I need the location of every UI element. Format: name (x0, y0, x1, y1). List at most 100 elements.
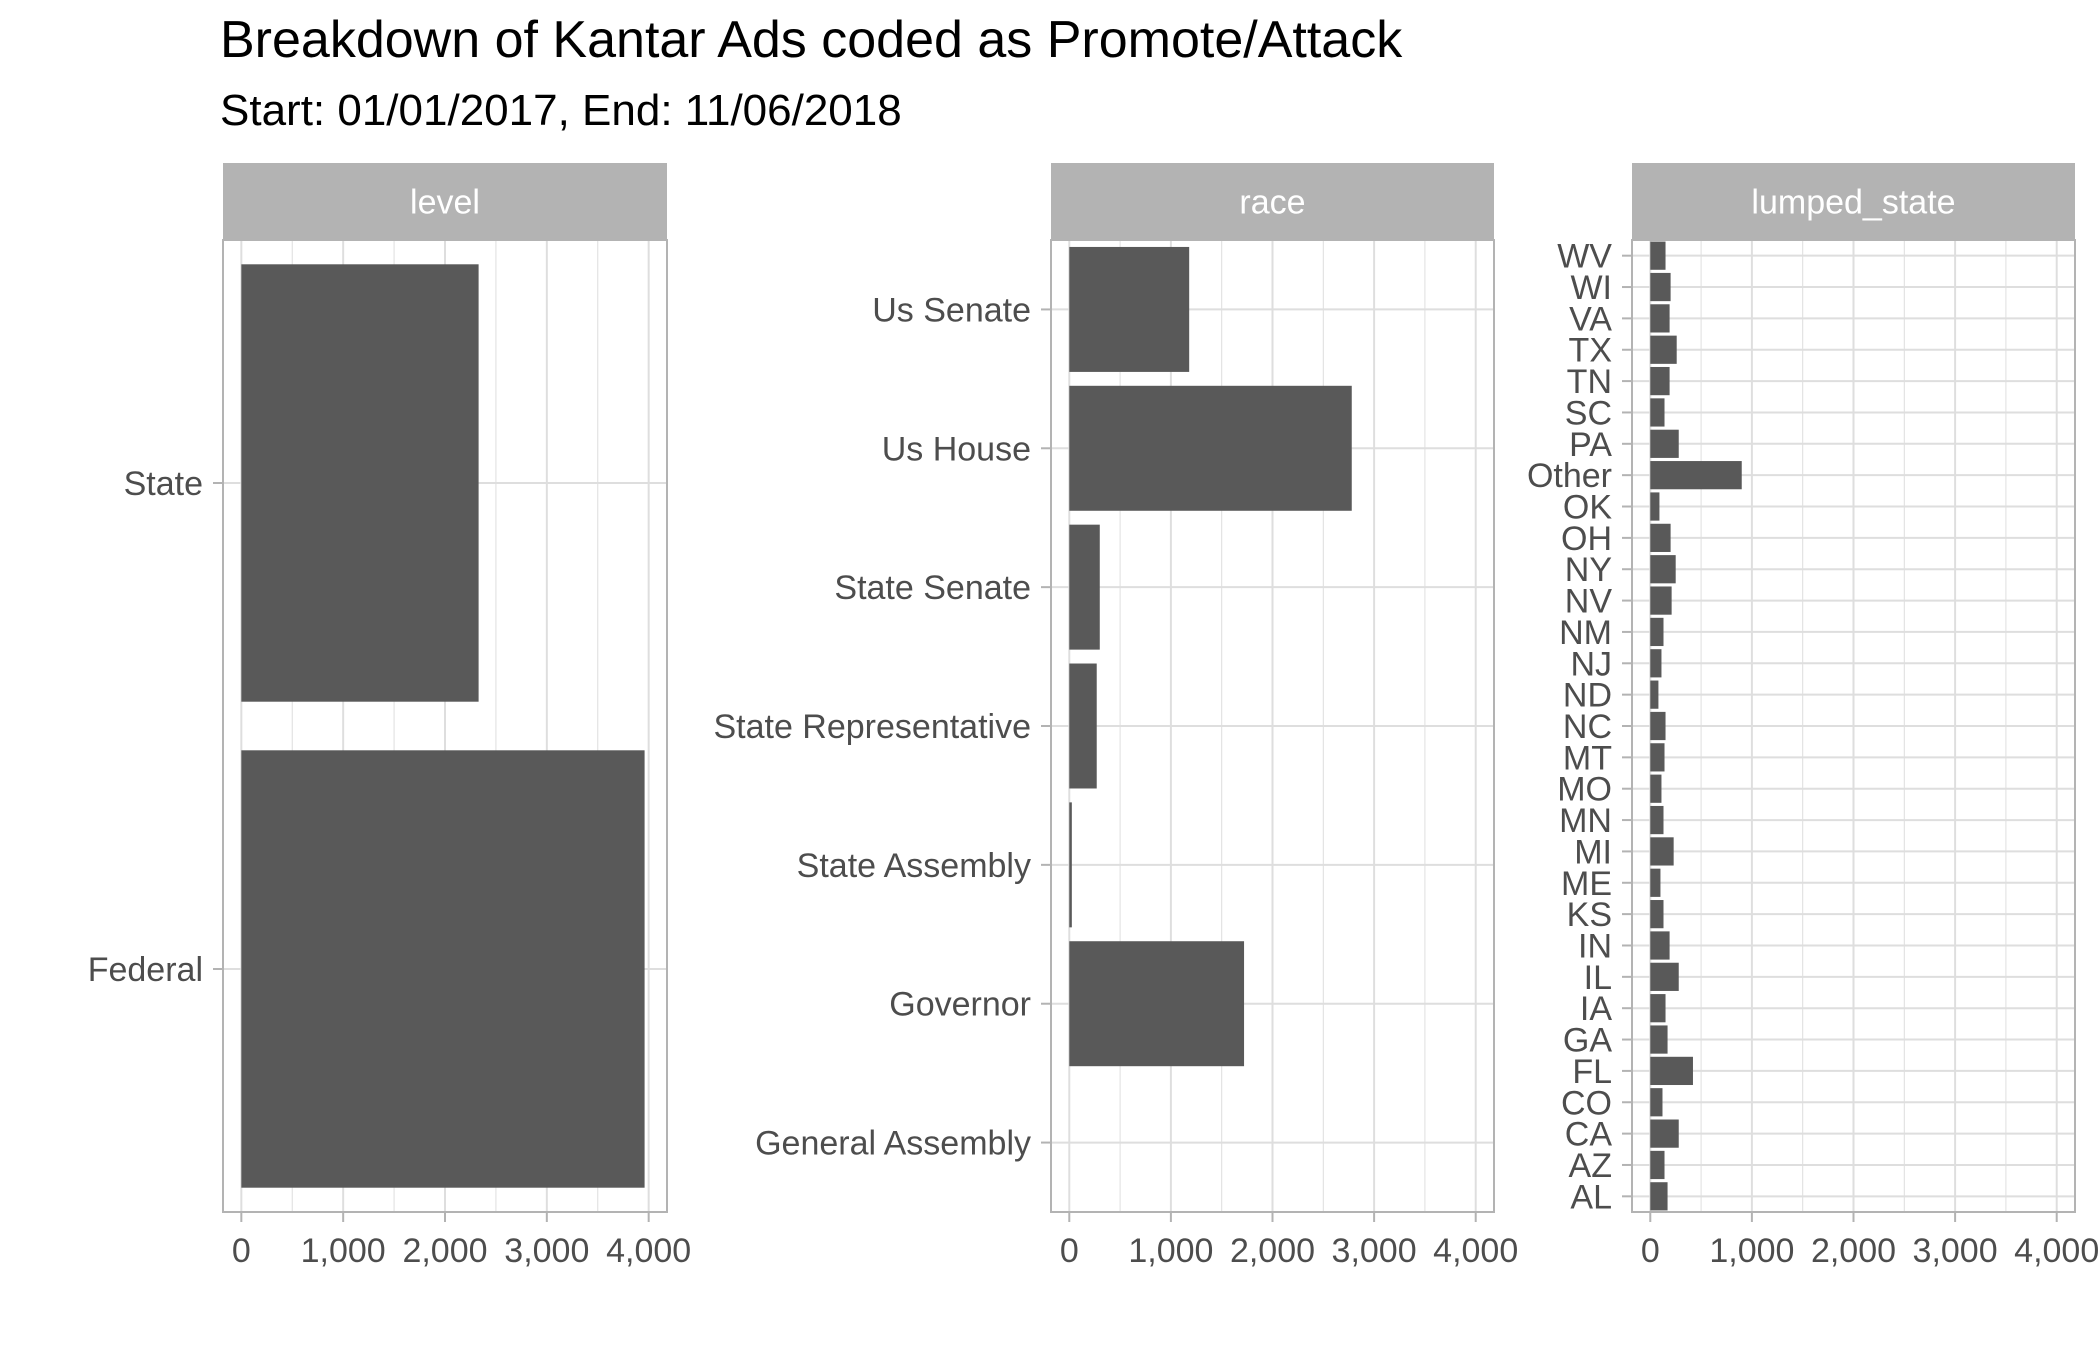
x-tick-label: 4,000 (2014, 1232, 2099, 1270)
category-label: NC (1563, 708, 1612, 746)
category-label: Other (1527, 457, 1612, 495)
x-tick-label: 0 (232, 1232, 251, 1270)
panel-race: race Us Senate Us House State Senate State R… (713, 163, 1518, 1270)
bar-oh (1650, 523, 1671, 552)
x-tick-label: 2,000 (1811, 1232, 1896, 1270)
category-label: MN (1559, 802, 1612, 840)
bar-nd (1650, 680, 1659, 709)
x-tick-label: 1,000 (301, 1232, 386, 1270)
x-tick-label: 1,000 (1128, 1232, 1213, 1270)
bar-mi (1650, 837, 1674, 866)
bar-ca (1650, 1119, 1679, 1148)
chart-subtitle: Start: 01/01/2017, End: 11/06/2018 (220, 86, 902, 135)
category-label: NV (1565, 583, 1613, 621)
category-label: FL (1572, 1053, 1612, 1091)
bar-me (1650, 868, 1661, 897)
bar-us-senate (1069, 246, 1190, 372)
facet-strip-label: race (1239, 184, 1305, 222)
category-label: SC (1565, 394, 1612, 432)
bar-other (1650, 461, 1742, 490)
category-label: OK (1563, 489, 1612, 527)
panel-level: level State Federal 0 1,000 2,000 3,000 4,000 (88, 163, 691, 1270)
x-tick-label: 0 (1641, 1232, 1660, 1270)
category-label: WV (1557, 238, 1612, 276)
bar-federal (241, 750, 645, 1188)
chart-title: Breakdown of Kantar Ads coded as Promote… (220, 11, 1403, 69)
bar-wv (1650, 241, 1666, 270)
bar-fl (1650, 1056, 1693, 1086)
category-label: State Senate (834, 569, 1031, 607)
category-label: PA (1569, 426, 1612, 464)
category-label: MT (1563, 739, 1612, 777)
category-label: Federal (88, 951, 203, 989)
bar-ga (1650, 1025, 1668, 1054)
category-label: IL (1584, 959, 1612, 997)
category-label: CO (1561, 1084, 1612, 1122)
bar-nc (1650, 711, 1666, 741)
x-tick-label: 3,000 (504, 1232, 589, 1270)
bar-nv (1650, 586, 1672, 615)
x-tick-label: 1,000 (1709, 1232, 1794, 1270)
category-label: WI (1570, 269, 1612, 307)
bar-co (1650, 1088, 1663, 1117)
bar-az (1650, 1150, 1665, 1180)
category-label: NY (1565, 551, 1612, 589)
x-tick-label: 4,000 (1433, 1232, 1518, 1270)
x-tick-label: 2,000 (402, 1232, 487, 1270)
bar-governor (1069, 941, 1245, 1067)
facet-strip (223, 163, 667, 240)
bar-state-senate (1069, 524, 1100, 650)
bar-mn (1650, 805, 1664, 835)
bar-mt (1650, 743, 1665, 772)
facet-strip (1632, 163, 2075, 240)
bar-ia (1650, 994, 1666, 1023)
bar-sc (1650, 398, 1665, 427)
category-label: NJ (1570, 645, 1612, 683)
category-label: IA (1580, 990, 1612, 1028)
bar-state-assembly (1069, 802, 1072, 928)
bar-tn (1650, 366, 1670, 396)
category-label: VA (1569, 300, 1612, 338)
bar-in (1650, 931, 1670, 960)
category-label: State Representative (713, 708, 1031, 746)
bar-tx (1650, 335, 1677, 364)
bar-state (241, 264, 479, 702)
x-tick-label: 0 (1060, 1232, 1079, 1270)
category-label: CA (1565, 1116, 1613, 1154)
category-label: KS (1567, 896, 1612, 934)
panel-lumped_state: lumped_stateWVWIVATXTNSCPAOtherOKOHNYNVN… (1527, 163, 2099, 1270)
category-label: NM (1559, 614, 1612, 652)
category-label: Us House (882, 430, 1031, 468)
bar-wi (1650, 272, 1671, 302)
category-label: ND (1563, 677, 1612, 715)
bar-va (1650, 304, 1670, 333)
category-label: TN (1567, 363, 1612, 401)
category-label: GA (1563, 1022, 1612, 1060)
bar-pa (1650, 429, 1679, 458)
x-tick-label: 3,000 (1913, 1232, 1998, 1270)
bar-nj (1650, 649, 1662, 678)
bar-mo (1650, 774, 1662, 803)
x-tick-label: 2,000 (1230, 1232, 1315, 1270)
facet-strip-label: lumped_state (1751, 184, 1955, 222)
category-label: TX (1569, 332, 1612, 370)
bar-ks (1650, 900, 1664, 929)
bar-il (1650, 962, 1679, 991)
bar-al (1650, 1182, 1668, 1211)
bar-nm (1650, 617, 1664, 647)
category-label: Governor (889, 986, 1031, 1024)
category-label: MI (1574, 833, 1612, 871)
category-label: ME (1561, 865, 1612, 903)
facet-strip (1051, 163, 1494, 240)
category-label: AL (1570, 1178, 1612, 1216)
category-label: Us Senate (872, 291, 1031, 329)
bar-ny (1650, 555, 1676, 584)
category-label: OH (1561, 520, 1612, 558)
facet-strip-label: level (410, 184, 480, 222)
x-tick-label: 4,000 (606, 1232, 691, 1270)
category-label: State Assembly (797, 847, 1031, 885)
bar-us-house (1069, 385, 1352, 511)
category-label: AZ (1569, 1147, 1612, 1185)
bar-state-representative (1069, 663, 1097, 789)
